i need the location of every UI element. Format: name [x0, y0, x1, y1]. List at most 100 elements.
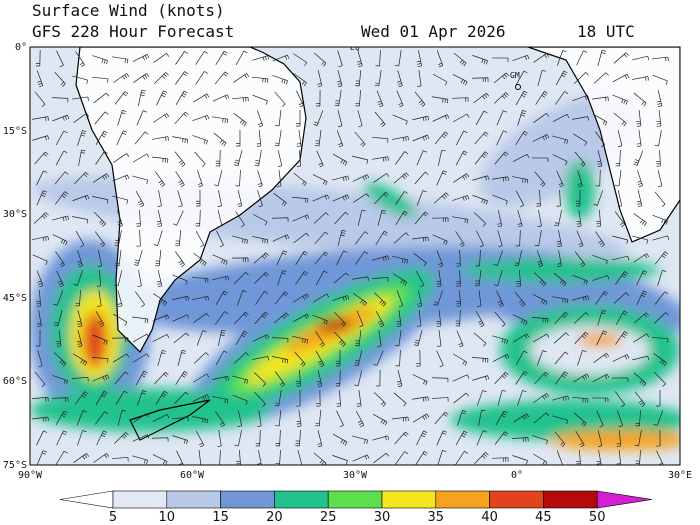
wind-barb: [536, 350, 547, 366]
wind-barb: [355, 251, 369, 265]
colorbar-swatch: [489, 490, 544, 509]
wind-barb: [375, 230, 388, 245]
wind-barb: [132, 455, 149, 465]
wind-barb: [576, 449, 581, 465]
wind-barb: [153, 293, 168, 306]
wind-barb: [73, 113, 90, 123]
wind-barb: [532, 134, 550, 142]
wind-barb: [455, 451, 468, 465]
wind-barb: [152, 414, 170, 422]
wind-barb: [37, 350, 43, 368]
wind-barb: [392, 114, 408, 125]
wind-barb: [293, 172, 307, 187]
wind-barb: [533, 393, 550, 403]
wind-barb: [72, 194, 90, 202]
lon-label: 0°: [511, 470, 523, 481]
colorbar-label: 40: [481, 510, 498, 525]
wind-barb: [93, 92, 110, 104]
wind-barb: [154, 72, 169, 84]
wind-barb: [553, 332, 569, 344]
wind-barb: [552, 395, 570, 402]
wind-barb: [511, 437, 529, 442]
wind-barb: [615, 310, 628, 326]
wind-barb: [257, 110, 263, 128]
wind-barb: [657, 270, 667, 286]
wind-barb: [654, 291, 669, 305]
wind-barb: [475, 249, 481, 267]
wind-barb: [416, 150, 427, 166]
wind-barb: [532, 333, 550, 343]
wind-barb: [596, 450, 602, 465]
wind-barb: [615, 149, 621, 167]
wind-barb: [616, 450, 622, 465]
wind-barb: [93, 453, 110, 463]
wind-barb: [453, 52, 467, 67]
wind-barb: [214, 170, 223, 187]
wind-barb: [252, 235, 269, 244]
wind-barb: [593, 352, 610, 364]
wind-barb: [34, 151, 49, 165]
wind-barb: [592, 373, 610, 383]
wind-barb: [593, 190, 604, 206]
wind-barb: [114, 230, 122, 247]
wind-barb: [575, 431, 585, 448]
wind-barb: [255, 291, 268, 305]
wind-barb: [474, 151, 489, 165]
wind-barb: [354, 231, 369, 245]
wind-barb: [474, 131, 489, 145]
wind-barb: [133, 250, 143, 267]
wind-barb: [53, 290, 64, 306]
wind-barb: [475, 310, 485, 328]
wind-barb: [354, 350, 363, 367]
wind-barb: [212, 116, 229, 124]
wind-barb: [597, 309, 607, 326]
wind-barb: [395, 151, 409, 165]
wind-barb: [592, 96, 609, 102]
wind-barb: [56, 430, 68, 446]
wind-barb: [515, 190, 525, 208]
wind-barb: [132, 316, 149, 324]
wind-barb: [332, 433, 348, 446]
colorbar-label: 20: [266, 510, 283, 525]
wind-barb: [154, 371, 169, 385]
wind-barb: [192, 93, 210, 103]
wind-barb: [35, 49, 41, 67]
wind-barb: [155, 250, 162, 267]
wind-barb: [177, 190, 183, 208]
wind-barb: [357, 209, 366, 226]
wind-barb: [612, 354, 630, 362]
wind-barb: [53, 310, 63, 327]
wind-barb: [275, 371, 285, 388]
gm-marker: [515, 84, 521, 90]
wind-barb: [633, 92, 647, 107]
wind-barb: [375, 369, 381, 387]
colorbar-swatch: [274, 490, 329, 509]
wind-barb: [416, 430, 428, 446]
wind-barb: [313, 212, 329, 224]
lat-label: 0°: [15, 42, 27, 53]
wind-barb: [336, 250, 348, 266]
wind-barb: [135, 190, 145, 208]
wind-barb: [277, 170, 282, 187]
wind-barb: [334, 90, 342, 107]
wind-barb: [157, 349, 167, 366]
wind-barb: [417, 290, 423, 308]
wind-barb: [132, 333, 150, 343]
wind-barb: [517, 210, 523, 228]
wind-barb: [654, 130, 662, 147]
wind-barb: [436, 350, 444, 368]
wind-barb: [295, 271, 309, 285]
wind-barb: [94, 231, 106, 248]
wind-barb: [412, 115, 430, 122]
wind-barb: [32, 235, 50, 242]
date: Wed 01 Apr 2026: [361, 22, 506, 41]
wind-barb: [114, 91, 129, 105]
wind-barb: [371, 277, 389, 282]
colorbar-under: [59, 490, 114, 509]
wind-barb: [235, 169, 241, 187]
place-label: EQ: [350, 43, 360, 52]
wind-barb: [112, 195, 129, 204]
wind-barb: [355, 70, 362, 87]
wind-barb: [514, 250, 522, 267]
wind-barb: [113, 73, 130, 83]
